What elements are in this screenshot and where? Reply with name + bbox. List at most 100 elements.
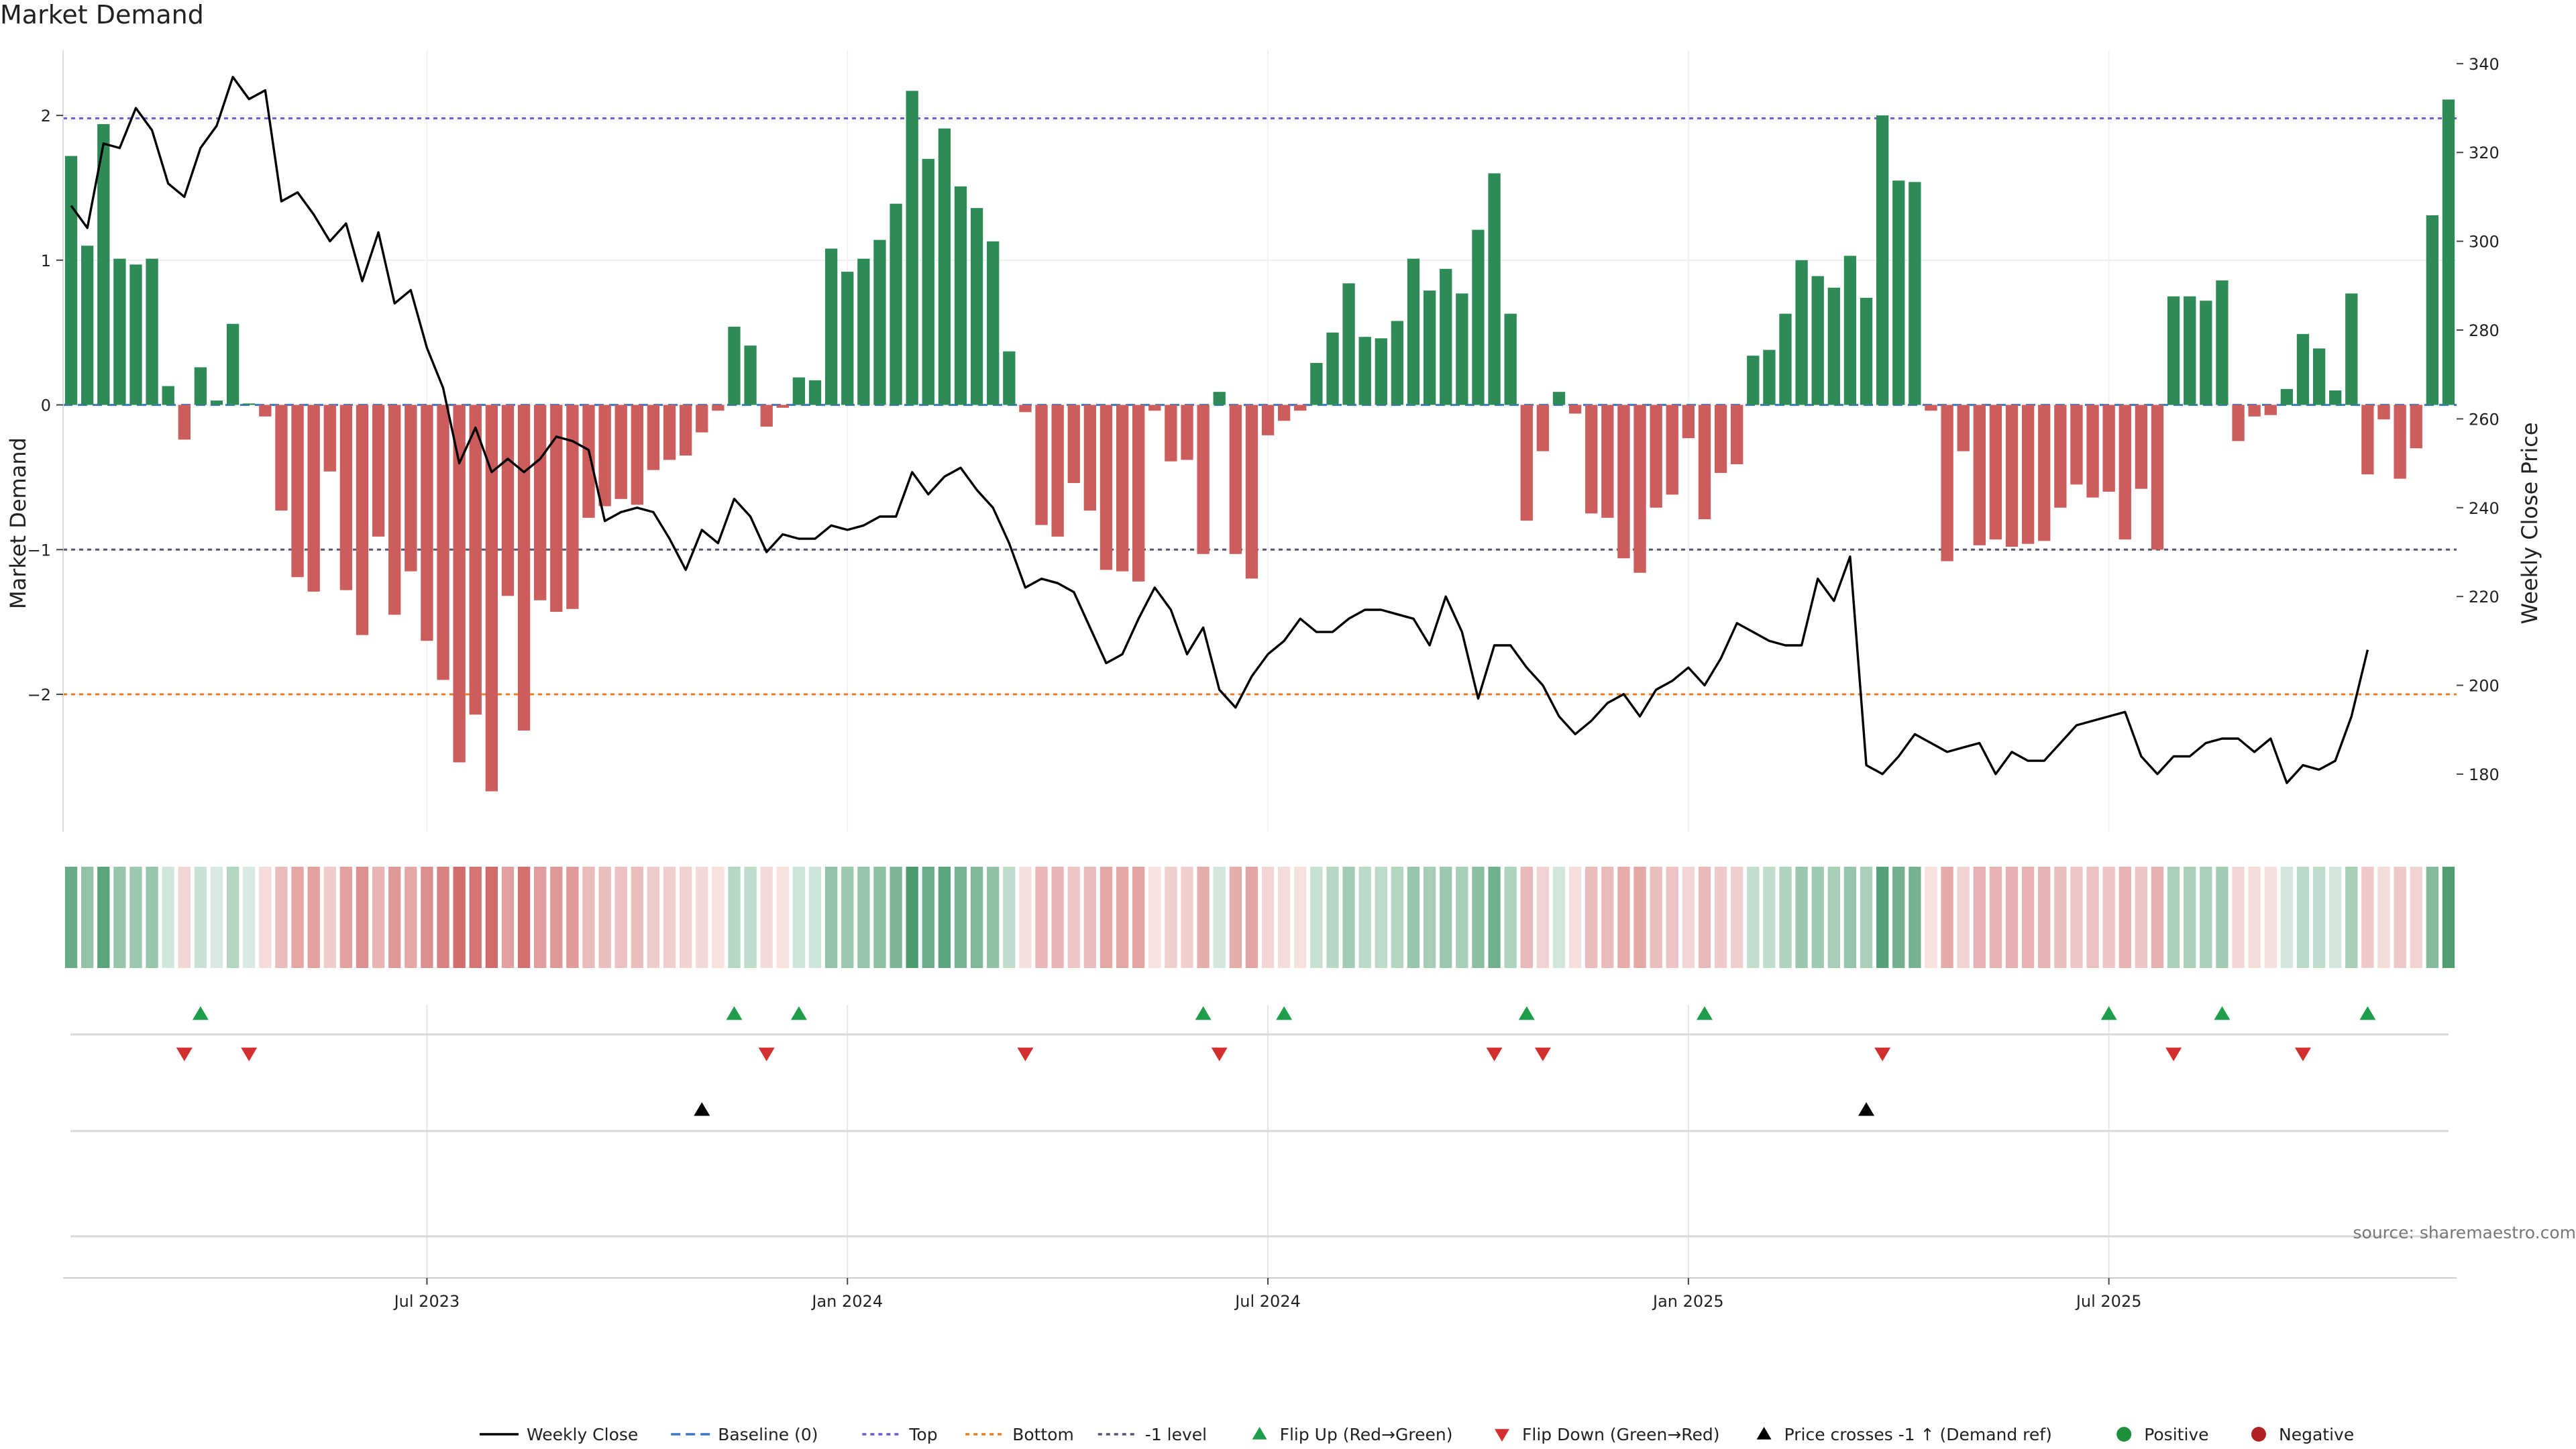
demand-bar: [1552, 392, 1566, 405]
legend-item-positive: Positive: [2116, 1425, 2209, 1444]
demand-bar: [1261, 405, 1275, 435]
demand-bar: [2184, 296, 2196, 405]
demand-bar: [501, 405, 515, 596]
heat-cell: [2361, 867, 2374, 968]
demand-bar: [938, 128, 951, 405]
heat-cell: [1229, 867, 1242, 968]
heat-cell: [792, 867, 806, 968]
demand-bar: [712, 405, 724, 411]
demand-bar: [1714, 405, 1727, 473]
heat-cell: [1181, 867, 1193, 968]
y-tick-label: 1: [41, 252, 51, 270]
demand-bar: [1568, 405, 1582, 414]
heat-cell: [1326, 867, 1339, 968]
demand-bar: [1795, 260, 1808, 405]
demand-bar: [873, 239, 886, 405]
demand-bar: [1197, 405, 1210, 554]
heat-cell: [1067, 867, 1080, 968]
demand-bar: [1957, 405, 1970, 451]
heat-cell: [1083, 867, 1097, 968]
heat-cell: [2296, 867, 2310, 968]
y2-tick-label: 280: [2469, 321, 2500, 340]
demand-bar: [2361, 405, 2374, 475]
demand-bar: [1003, 351, 1016, 405]
demand-bar: [1407, 258, 1420, 405]
heat-cell: [728, 867, 741, 968]
heat-cell: [2345, 867, 2358, 968]
y-tick-label: −2: [28, 686, 51, 704]
demand-bar: [776, 405, 789, 408]
heat-cell: [1957, 867, 1970, 968]
legend: Weekly Close Baseline (0) Top Bottom -1 leve…: [480, 1425, 2354, 1444]
demand-bar: [1811, 276, 1824, 405]
heat-cell: [598, 867, 611, 968]
heat-cell: [485, 867, 498, 968]
demand-bar: [2312, 348, 2326, 405]
x-tick-label: Jul 2023: [393, 1292, 460, 1311]
demand-bar: [2232, 405, 2245, 441]
demand-bar: [485, 405, 498, 792]
heat-cell: [2216, 867, 2229, 968]
heat-cell: [647, 867, 660, 968]
demand-bar: [1358, 337, 1371, 405]
heat-cell: [534, 867, 547, 968]
heat-cell: [97, 867, 110, 968]
heat-cell: [178, 867, 191, 968]
y2-tick-label: 240: [2469, 499, 2500, 518]
heat-cell: [2102, 867, 2115, 968]
heat-cell: [922, 867, 934, 968]
y2-tick-label: 340: [2469, 55, 2500, 74]
demand-bar: [1941, 405, 1953, 561]
demand-bar: [356, 405, 369, 635]
demand-bar: [2280, 388, 2294, 405]
heat-cell: [2054, 867, 2067, 968]
heat-cell: [2167, 867, 2180, 968]
heat-cell: [2232, 867, 2245, 968]
heat-cell: [1601, 867, 1614, 968]
demand-bar: [1132, 405, 1145, 582]
flip-down-marker: [2165, 1047, 2182, 1061]
demand-bar: [1633, 405, 1646, 573]
demand-bar: [307, 405, 320, 592]
demand-bar: [1843, 256, 1857, 405]
demand-bar: [2038, 405, 2051, 541]
demand-bar: [1278, 405, 1291, 421]
heat-strip: [64, 867, 2455, 968]
heat-cell: [469, 867, 482, 968]
demand-bar: [1536, 405, 1550, 451]
demand-bar: [2021, 405, 2035, 544]
demand-bar: [243, 403, 256, 405]
heat-cell: [517, 867, 531, 968]
heat-cell: [1876, 867, 1889, 968]
heat-cell: [1213, 867, 1226, 968]
legend-label: Bottom: [1012, 1425, 1074, 1444]
demand-bar: [1650, 405, 1662, 508]
heat-cell: [1892, 867, 1905, 968]
demand-bar: [614, 405, 627, 499]
heat-cell: [113, 867, 126, 968]
demand-bar: [113, 258, 126, 405]
demand-bar: [1763, 350, 1776, 405]
demand-bar: [1601, 405, 1614, 518]
demand-bar: [2377, 405, 2390, 420]
demand-bar: [2345, 293, 2358, 405]
heat-cell: [323, 867, 336, 968]
legend-label: Top: [908, 1425, 937, 1444]
demand-bar: [2151, 405, 2164, 550]
demand-bar: [1326, 332, 1339, 405]
heat-cell: [1197, 867, 1210, 968]
demand-bar: [696, 405, 708, 433]
flip-up-marker: [1276, 1006, 1293, 1020]
heat-cell: [954, 867, 967, 968]
heat-cell: [1132, 867, 1145, 968]
heat-cell: [2426, 867, 2438, 968]
heat-cell: [146, 867, 158, 968]
demand-bar: [1860, 297, 1873, 405]
demand-bar: [1909, 182, 1921, 405]
y2-tick-label: 200: [2469, 677, 2500, 696]
heat-cell: [1375, 867, 1387, 968]
demand-bar: [1488, 173, 1501, 405]
heat-cell: [1827, 867, 1840, 968]
flip-down-marker: [241, 1047, 258, 1061]
